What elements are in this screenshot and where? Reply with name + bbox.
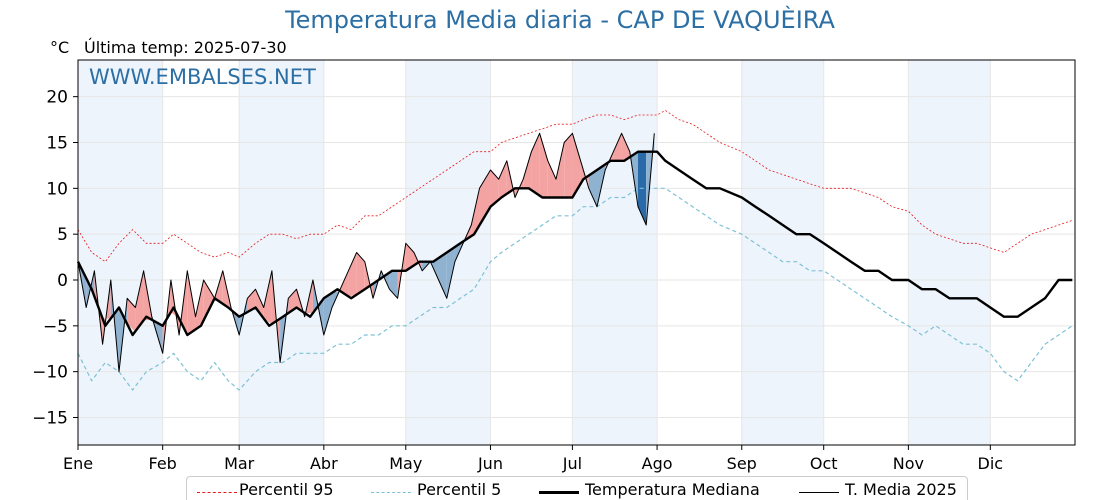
warm-anomaly-fill: [556, 142, 565, 198]
cold-anomaly-fill: [446, 247, 455, 299]
chart-title: Temperatura Media diaria - CAP DE VAQUÈI…: [285, 6, 835, 34]
y-tick-label: −10: [32, 363, 68, 383]
x-tick-label: Ago: [642, 454, 673, 473]
month-band-nov: [908, 60, 991, 445]
y-tick-label: 10: [46, 179, 68, 199]
x-tick-label: Oct: [810, 454, 838, 473]
x-tick-label: May: [389, 454, 422, 473]
legend-swatch-median: [539, 491, 579, 494]
warm-anomaly-fill: [127, 298, 136, 332]
plot-frame: [77, 59, 1076, 446]
cold-anomaly-fill: [588, 170, 597, 207]
y-tick-label: 0: [57, 271, 68, 291]
x-tick-label: Sep: [727, 454, 757, 473]
month-band-mar: [239, 60, 324, 445]
warm-anomaly-fill: [348, 252, 357, 297]
legend-swatch-p95: [197, 492, 237, 493]
warm-anomaly-fill: [498, 160, 507, 200]
warm-anomaly-fill: [531, 133, 540, 196]
series-lines: [76, 110, 1073, 391]
x-tick-label: Dic: [978, 454, 1004, 473]
warm-anomaly-fill: [356, 252, 365, 295]
warm-anomaly-fill: [523, 151, 532, 191]
series-line-median: [76, 150, 1073, 337]
x-axis-ticks: Ene Feb Mar Abr May Jun Jul Ago Sep Oct Nov Dic: [63, 445, 1003, 473]
warm-anomaly-fill: [195, 280, 204, 330]
legend-label-median: Temperatura Mediana: [585, 480, 760, 499]
series-line-p5: [77, 187, 1073, 391]
y-unit-label: °C: [50, 38, 70, 57]
watermark-text: WWW.EMBALSES.NET: [89, 65, 316, 89]
x-tick-label: Ene: [63, 454, 93, 473]
y-tick-label: 20: [46, 88, 68, 108]
series-line-p95: [77, 110, 1073, 263]
warm-anomaly-fill: [247, 289, 256, 313]
warm-anomaly-fill: [613, 133, 622, 161]
warm-anomaly-fill: [288, 289, 297, 313]
x-tick-label: Jun: [477, 454, 503, 473]
chart-svg: −15 −10 −5 0 5 10 15 20 Ene Feb Mar Abr May Jun Jul Ag…: [32, 59, 1076, 473]
series-line-current: [77, 132, 655, 373]
warm-anomaly-fill: [340, 270, 349, 297]
cold-anomaly-fill: [438, 252, 447, 299]
legend-label-current: T. Media 2025: [845, 480, 957, 499]
warm-anomaly-fill: [547, 160, 557, 198]
month-bands: [78, 60, 991, 445]
warm-anomaly-fill: [187, 270, 196, 335]
last-temp-label: Última temp: 2025-07-30: [84, 38, 287, 57]
warm-anomaly-fill: [263, 270, 272, 324]
month-band-jul: [572, 60, 658, 445]
y-tick-label: 5: [57, 225, 68, 245]
warm-anomaly-fill: [539, 133, 548, 198]
y-axis-ticks: −15 −10 −5 0 5 10 15 20: [32, 88, 78, 429]
y-tick-label: 15: [46, 134, 68, 154]
warm-anomaly-fill: [564, 133, 573, 198]
month-band-sep: [741, 60, 824, 445]
legend-swatch-p5: [371, 492, 411, 493]
legend-swatch-current: [799, 492, 839, 493]
cold-anomaly-fill: [323, 292, 333, 335]
warm-anomaly-fill: [135, 270, 144, 332]
warm-anomaly-fill: [203, 280, 215, 321]
legend: Percentil 95 Percentil 5 Temperatura Med…: [186, 476, 968, 500]
month-band-ene: [78, 60, 163, 445]
x-tick-label: Feb: [149, 454, 177, 473]
warm-anomaly-fill: [572, 133, 581, 198]
x-tick-label: Abr: [310, 454, 338, 473]
warm-anomaly-fill: [471, 188, 480, 236]
x-tick-label: Mar: [224, 454, 255, 473]
legend-label-p95: Percentil 95: [239, 480, 334, 499]
warm-anomaly-fill: [621, 133, 630, 161]
warm-anomaly-fill: [255, 289, 264, 319]
legend-label-p5: Percentil 5: [417, 480, 502, 499]
y-tick-label: −15: [32, 409, 68, 429]
y-tick-label: −5: [43, 317, 68, 337]
warm-anomaly-fill: [490, 170, 499, 207]
x-tick-label: Jul: [562, 454, 582, 473]
x-tick-label: Nov: [893, 454, 924, 473]
